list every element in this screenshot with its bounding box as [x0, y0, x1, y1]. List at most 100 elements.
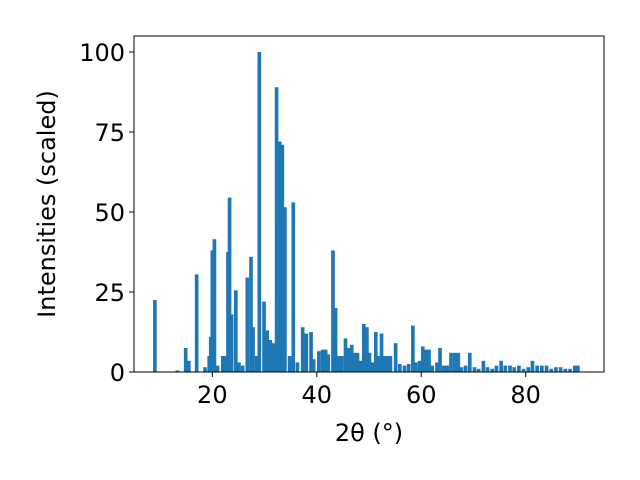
bar-3: [187, 360, 191, 372]
bar-48: [346, 348, 351, 372]
bar-40: [320, 349, 325, 372]
bar-55: [367, 352, 372, 372]
x-tick-label-1: 40: [302, 381, 333, 409]
x-axis-ticks: 20 40 60 80: [197, 372, 541, 409]
bar-5: [203, 367, 207, 372]
bar-76: [441, 365, 446, 372]
bar-4: [194, 274, 199, 372]
bar-84: [472, 367, 477, 372]
bar-87: [485, 367, 490, 372]
x-tick-label-2: 60: [406, 381, 437, 409]
bar-23: [257, 52, 262, 372]
bar-51: [355, 352, 360, 372]
y-tick-label-1: 25: [94, 279, 125, 307]
bar-19: [245, 277, 250, 372]
bar-101: [549, 368, 554, 372]
bar-103: [558, 367, 563, 372]
bar-75: [438, 348, 442, 372]
bar-17: [237, 362, 241, 372]
bar-63: [393, 343, 398, 372]
bar-68: [414, 362, 418, 372]
bar-107: [576, 365, 580, 372]
y-tick-label-4: 100: [79, 39, 125, 67]
bar-56: [370, 362, 375, 372]
y-tick-label-2: 50: [94, 199, 125, 227]
bar-24: [262, 301, 266, 372]
bar-10: [215, 365, 220, 372]
bar-105: [568, 368, 572, 372]
bar-12: [223, 356, 228, 372]
bar-32: [287, 356, 292, 372]
bar-57: [373, 332, 378, 372]
bar-71: [424, 349, 428, 372]
bar-25: [265, 330, 269, 372]
bar-102: [554, 367, 558, 372]
bar-92: [508, 365, 512, 372]
bar-45: [336, 356, 341, 372]
bar-69: [417, 360, 422, 372]
bar-22: [254, 356, 259, 372]
bar-28: [274, 87, 279, 372]
bar-50: [352, 352, 357, 372]
bar-80: [456, 352, 461, 372]
y-axis-ticks: 0 25 50 75 100: [79, 39, 134, 387]
bar-0: [153, 300, 157, 372]
plot-frame: [133, 35, 605, 373]
bar-74: [435, 362, 439, 372]
bar-31: [283, 207, 287, 372]
bar-44: [333, 308, 338, 372]
bar-85: [476, 368, 481, 372]
bar-series: [153, 52, 580, 372]
bar-1: [175, 370, 180, 372]
bar-54: [365, 327, 369, 372]
bar-104: [563, 368, 568, 372]
bar-106: [572, 365, 577, 372]
bar-93: [512, 367, 517, 372]
bar-86: [481, 360, 486, 372]
bar-43: [331, 250, 335, 372]
bar-67: [411, 325, 415, 372]
bar-42: [326, 354, 331, 372]
bar-99: [540, 365, 544, 372]
bar-82: [463, 365, 468, 372]
bar-36: [304, 333, 309, 372]
bar-59: [379, 333, 384, 372]
bar-16: [234, 290, 238, 372]
bar-73: [430, 365, 435, 372]
bar-77: [445, 365, 450, 372]
bar-35: [300, 327, 305, 372]
bar-61: [385, 356, 390, 372]
bar-49: [349, 344, 354, 372]
bar-33: [291, 202, 296, 372]
bar-21: [251, 327, 255, 372]
y-tick-label-3: 75: [94, 119, 125, 147]
bar-15: [229, 314, 234, 372]
bar-38: [311, 359, 316, 372]
bar-100: [544, 365, 549, 372]
bar-14: [227, 197, 232, 372]
x-tick-label-3: 80: [510, 381, 541, 409]
x-axis-label: 2θ (°): [335, 419, 403, 447]
bar-41: [323, 349, 328, 372]
bar-34: [295, 362, 300, 372]
bar-58: [376, 356, 381, 372]
bar-78: [449, 352, 453, 372]
bar-72: [427, 349, 431, 372]
bar-89: [494, 365, 499, 372]
y-axis-label: Intensities (scaled): [33, 90, 61, 318]
bar-37: [309, 332, 313, 372]
bar-30: [280, 144, 285, 372]
bar-64: [397, 364, 402, 372]
y-tick-label-0: 0: [110, 359, 125, 387]
bar-94: [517, 365, 521, 372]
bar-70: [420, 346, 425, 372]
bar-8: [210, 250, 215, 372]
bar-90: [499, 360, 503, 372]
bar-2: [183, 348, 188, 372]
bar-91: [503, 365, 508, 372]
bar-18: [240, 365, 245, 372]
bar-52: [358, 360, 363, 372]
bar-46: [340, 356, 344, 372]
bar-88: [490, 368, 495, 372]
